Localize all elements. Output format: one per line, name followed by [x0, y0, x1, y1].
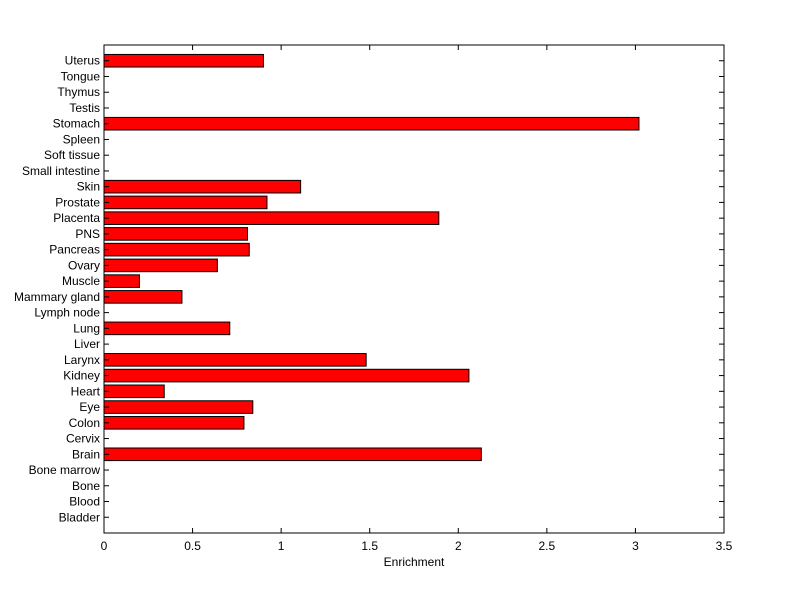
y-tick-label-bladder: Bladder: [59, 510, 100, 524]
x-tick-label: 1.5: [361, 539, 378, 553]
bar-heart: [103, 384, 165, 399]
bar-stomach: [103, 116, 640, 131]
y-tick-label-ovary: Ovary: [68, 258, 100, 272]
x-tick-label: 0: [101, 539, 108, 553]
y-tick-label-kidney: Kidney: [63, 369, 100, 383]
x-tick-label: 3: [632, 539, 639, 553]
x-tick-labels: 0 0.5 1 1.5 2 2.5 3 3.5: [101, 539, 733, 553]
y-tick-label-colon: Colon: [69, 416, 100, 430]
y-tick-label-prostate: Prostate: [55, 195, 100, 209]
bar-kidney: [103, 368, 470, 383]
y-tick-label-skin: Skin: [77, 180, 100, 194]
x-tick-label: 2.5: [539, 539, 556, 553]
bar-placenta: [103, 211, 440, 225]
bar-lung: [103, 321, 231, 336]
x-tick-label: 0.5: [184, 539, 201, 553]
y-tick-label-tongue: Tongue: [61, 69, 101, 83]
y-tick-label-spleen: Spleen: [63, 132, 100, 146]
bar-uterus: [103, 53, 264, 68]
bar-larynx: [103, 353, 367, 367]
y-tick-label-uterus: Uterus: [65, 54, 100, 68]
y-tick-label-pns: PNS: [75, 227, 100, 241]
x-tick-label: 1: [278, 539, 285, 553]
bar-eye: [103, 400, 254, 414]
x-tick-label: 3.5: [716, 539, 733, 553]
y-tick-label-liver: Liver: [74, 337, 100, 351]
bar-muscle: [103, 274, 140, 288]
bar-prostate: [103, 195, 268, 210]
y-tick-label-brain: Brain: [72, 447, 100, 461]
y-tick-label-thymus: Thymus: [57, 85, 100, 99]
y-tick-label-muscle: Muscle: [62, 274, 100, 288]
bar-brain: [103, 447, 482, 462]
y-tick-label-pancreas: Pancreas: [49, 243, 100, 257]
y-tick-label-heart: Heart: [71, 384, 101, 398]
bar-pancreas: [103, 242, 250, 257]
y-tick-label-lung: Lung: [73, 321, 100, 335]
y-tick-label-small-intestine: Small intestine: [22, 164, 100, 178]
bar-skin: [103, 179, 302, 194]
x-axis-label: Enrichment: [384, 555, 445, 569]
y-tick-label-placenta: Placenta: [53, 211, 100, 225]
y-tick-label-lymph-node: Lymph node: [34, 306, 100, 320]
bar-mammary-gland: [103, 290, 183, 304]
y-tick-label-testis: Testis: [69, 101, 100, 115]
y-tick-label-soft-tissue: Soft tissue: [44, 148, 100, 162]
y-tick-label-bone: Bone: [72, 479, 100, 493]
y-tick-label-eye: Eye: [79, 400, 100, 414]
bar-ovary: [103, 258, 218, 273]
bar-pns: [103, 227, 248, 241]
axes-box: [103, 44, 725, 534]
y-tick-label-stomach: Stomach: [53, 117, 100, 131]
bar-colon: [103, 416, 245, 430]
x-tick-label: 2: [455, 539, 462, 553]
y-tick-label-blood: Blood: [69, 495, 100, 509]
y-tick-label-cervix: Cervix: [66, 432, 100, 446]
bars-group: [103, 53, 640, 462]
y-tick-label-bone-marrow: Bone marrow: [29, 463, 101, 477]
y-tick-label-larynx: Larynx: [64, 353, 100, 367]
y-tick-label-mammary-gland: Mammary gland: [14, 290, 100, 304]
